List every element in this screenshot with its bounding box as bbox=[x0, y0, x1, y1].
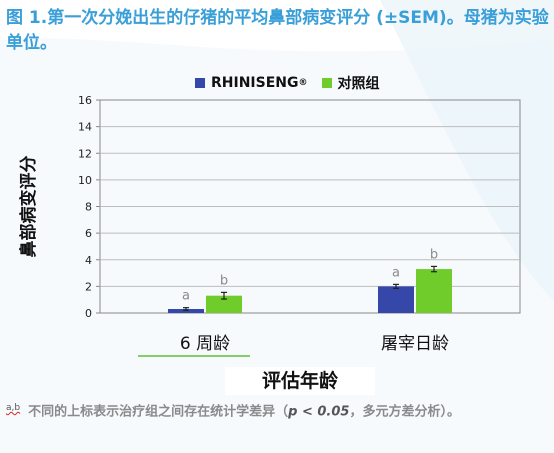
footnote-text-after: ，多元方差分析）。 bbox=[349, 404, 460, 420]
y-tick-label: 2 bbox=[85, 280, 92, 293]
bar-control bbox=[416, 269, 452, 313]
legend-item-rhiniseng: RHINISENG ® bbox=[195, 75, 308, 91]
legend-label-control: 对照组 bbox=[337, 76, 380, 92]
legend-swatch-control bbox=[321, 78, 332, 88]
footnote: a,b 不同的上标表示治疗组之间存在统计学差异（p < 0.05，多元方差分析）。 bbox=[6, 398, 551, 422]
caption-text: 第一次分娩出生的仔猪的平均鼻部病变评分 (±SEM)。母猪为实验单位。 bbox=[6, 8, 549, 53]
legend-swatch-rhiniseng bbox=[195, 78, 205, 88]
footnote-pvalue: p < 0.05 bbox=[288, 404, 350, 420]
y-tick-label: 0 bbox=[85, 307, 92, 320]
significance-label: b bbox=[220, 273, 228, 288]
x-axis-title: 评估年龄 bbox=[225, 367, 375, 395]
x-tick-label: 6 周龄 bbox=[180, 334, 230, 354]
y-tick-label: 6 bbox=[85, 227, 92, 240]
figure-caption: 图 1.第一次分娩出生的仔猪的平均鼻部病变评分 (±SEM)。母猪为实验单位。 bbox=[6, 6, 551, 56]
y-tick-label: 8 bbox=[85, 201, 92, 214]
bar-rhiniseng bbox=[168, 309, 204, 313]
y-tick-label: 16 bbox=[78, 94, 92, 107]
x-tick-label: 屠宰日龄 bbox=[381, 334, 449, 354]
footnote-marker: a,b bbox=[6, 403, 21, 413]
figure-number: 图 1. bbox=[6, 8, 48, 28]
y-tick-label: 12 bbox=[78, 147, 92, 160]
footnote-text-before: 不同的上标表示治疗组之间存在统计学差异（ bbox=[28, 404, 289, 420]
significance-label: a bbox=[392, 265, 400, 280]
y-axis-title: 鼻部病变评分 bbox=[18, 156, 39, 258]
bar-rhiniseng bbox=[378, 286, 414, 313]
y-tick-label: 10 bbox=[78, 174, 92, 187]
legend-label-rhiniseng-sup: ® bbox=[298, 78, 308, 88]
y-tick-label: 4 bbox=[85, 254, 92, 267]
significance-label: b bbox=[430, 247, 438, 262]
y-tick-label: 14 bbox=[78, 121, 92, 134]
chart-legend: RHINISENG ® 对照组 bbox=[195, 72, 394, 94]
bar-control bbox=[206, 295, 242, 313]
legend-label-rhiniseng: RHINISENG bbox=[211, 75, 299, 91]
legend-item-control: 对照组 bbox=[321, 73, 380, 93]
significance-label: a bbox=[182, 289, 190, 304]
